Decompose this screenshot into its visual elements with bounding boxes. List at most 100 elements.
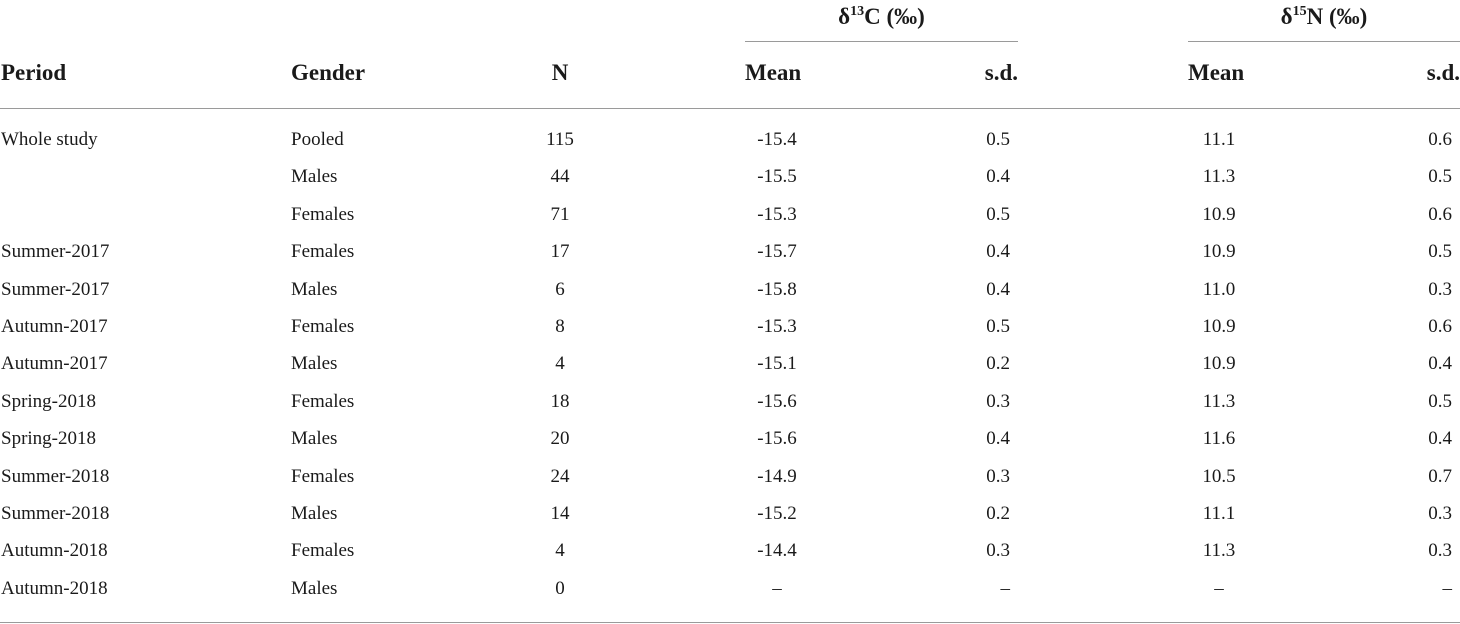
cell-c13-mean: -14.4 <box>757 540 797 561</box>
cell-n: 4 <box>555 353 565 374</box>
column-header-n15-sd: s.d. <box>1426 60 1460 85</box>
cell-period: Whole study <box>1 129 98 150</box>
cell-n: 4 <box>555 540 565 561</box>
cell-gender: Males <box>291 353 338 374</box>
cell-n: 14 <box>550 503 570 524</box>
cell-n: 71 <box>550 204 570 225</box>
cell-n15-mean: 10.9 <box>1202 241 1236 262</box>
cell-c13-sd: 0.2 <box>986 503 1010 524</box>
cell-c13-sd: 0.5 <box>986 204 1010 225</box>
cell-n15-sd: 0.5 <box>1428 241 1452 262</box>
column-header-n15-mean: Mean <box>1188 60 1245 85</box>
cell-n15-mean: 10.5 <box>1202 466 1236 487</box>
cell-c13-mean: -15.8 <box>757 279 797 300</box>
cell-c13-mean: -15.6 <box>757 428 797 449</box>
cell-n15-mean: 10.9 <box>1202 204 1236 225</box>
cell-n: 44 <box>550 166 570 187</box>
cell-n15-sd: 0.3 <box>1428 279 1452 300</box>
cell-c13-mean: -15.7 <box>757 241 797 262</box>
cell-n15-mean: 11.3 <box>1202 540 1236 561</box>
cell-c13-sd: 0.2 <box>986 353 1010 374</box>
cell-period: Autumn-2018 <box>1 540 108 561</box>
cell-gender: Males <box>291 428 338 449</box>
cell-n15-sd: 0.3 <box>1428 540 1452 561</box>
cell-n15-mean: 11.1 <box>1202 129 1236 150</box>
column-header-c13-mean: Mean <box>745 60 802 85</box>
cell-n: 24 <box>550 466 570 487</box>
cell-period: Autumn-2018 <box>1 578 108 599</box>
column-header-period: Period <box>1 60 67 85</box>
cell-period: Autumn-2017 <box>1 316 108 337</box>
cell-c13-sd: 0.3 <box>986 540 1010 561</box>
cell-n15-mean: 11.3 <box>1202 166 1236 187</box>
cell-n15-sd: 0.6 <box>1428 129 1452 150</box>
cell-c13-sd: 0.4 <box>986 279 1010 300</box>
cell-n15-sd: 0.3 <box>1428 503 1452 524</box>
cell-c13-mean: -15.3 <box>757 204 797 225</box>
cell-n: 17 <box>550 241 570 262</box>
cell-n15-sd: 0.7 <box>1428 466 1452 487</box>
cell-gender: Males <box>291 166 338 187</box>
cell-n15-sd: 0.4 <box>1428 353 1452 374</box>
cell-period: Summer-2018 <box>1 503 110 524</box>
bottom-rule <box>0 622 1460 623</box>
cell-c13-sd: 0.3 <box>986 391 1010 412</box>
cell-n: 8 <box>555 316 565 337</box>
cell-period: Summer-2017 <box>1 279 110 300</box>
c13-element-unit: C (‰) <box>864 4 925 29</box>
column-header-n: N <box>551 60 569 85</box>
c13-mass-number: 13 <box>850 4 865 19</box>
cell-c13-sd: – <box>1000 578 1011 599</box>
cell-period: Summer-2017 <box>1 241 110 262</box>
cell-gender: Males <box>291 279 338 300</box>
cell-n15-mean: 10.9 <box>1202 316 1236 337</box>
cell-c13-mean: -15.2 <box>757 503 797 524</box>
cell-n15-sd: 0.6 <box>1428 204 1452 225</box>
cell-period: Summer-2018 <box>1 466 110 487</box>
cell-c13-sd: 0.5 <box>986 316 1010 337</box>
cell-c13-mean: -15.1 <box>757 353 797 374</box>
cell-n15-sd: 0.5 <box>1428 391 1452 412</box>
cell-c13-mean: -15.6 <box>757 391 797 412</box>
cell-gender: Females <box>291 316 355 337</box>
cell-c13-mean: – <box>772 578 782 599</box>
cell-n: 20 <box>550 428 570 449</box>
cell-period: Spring-2018 <box>1 391 96 412</box>
cell-c13-sd: 0.4 <box>986 241 1010 262</box>
cell-gender: Females <box>291 204 355 225</box>
cell-gender: Females <box>291 540 355 561</box>
cell-gender: Pooled <box>291 129 344 150</box>
cell-n: 115 <box>546 129 574 150</box>
cell-n15-mean: 11.0 <box>1202 279 1236 300</box>
cell-c13-sd: 0.4 <box>986 166 1010 187</box>
cell-c13-mean: -15.3 <box>757 316 797 337</box>
column-header-gender: Gender <box>291 60 366 85</box>
c13-group-header: δ13C (‰) <box>745 0 1018 34</box>
cell-gender: Males <box>291 503 338 524</box>
cell-n15-sd: – <box>1442 578 1453 599</box>
c13-group-rule <box>745 41 1018 42</box>
cell-c13-sd: 0.5 <box>986 129 1010 150</box>
n15-group-header: δ15N (‰) <box>1188 0 1460 34</box>
n15-element-unit: N (‰) <box>1306 4 1368 29</box>
n15-group-rule <box>1188 41 1460 42</box>
n15-mass-number: 15 <box>1292 4 1307 19</box>
cell-gender: Females <box>291 391 355 412</box>
n15-delta-symbol: δ <box>1280 4 1293 29</box>
cell-n: 6 <box>555 279 565 300</box>
cell-n15-mean: 11.3 <box>1202 391 1236 412</box>
cell-n15-sd: 0.6 <box>1428 316 1452 337</box>
cell-c13-mean: -15.5 <box>757 166 797 187</box>
cell-c13-mean: -15.4 <box>757 129 797 150</box>
header-rule <box>0 108 1460 109</box>
cell-n15-mean: 11.6 <box>1202 428 1236 449</box>
cell-n: 0 <box>555 578 565 599</box>
cell-n15-sd: 0.5 <box>1428 166 1452 187</box>
cell-n15-mean: – <box>1214 578 1224 599</box>
c13-delta-symbol: δ <box>838 4 851 29</box>
cell-period: Spring-2018 <box>1 428 96 449</box>
cell-c13-mean: -14.9 <box>757 466 797 487</box>
cell-period: Autumn-2017 <box>1 353 108 374</box>
cell-n15-mean: 10.9 <box>1202 353 1236 374</box>
